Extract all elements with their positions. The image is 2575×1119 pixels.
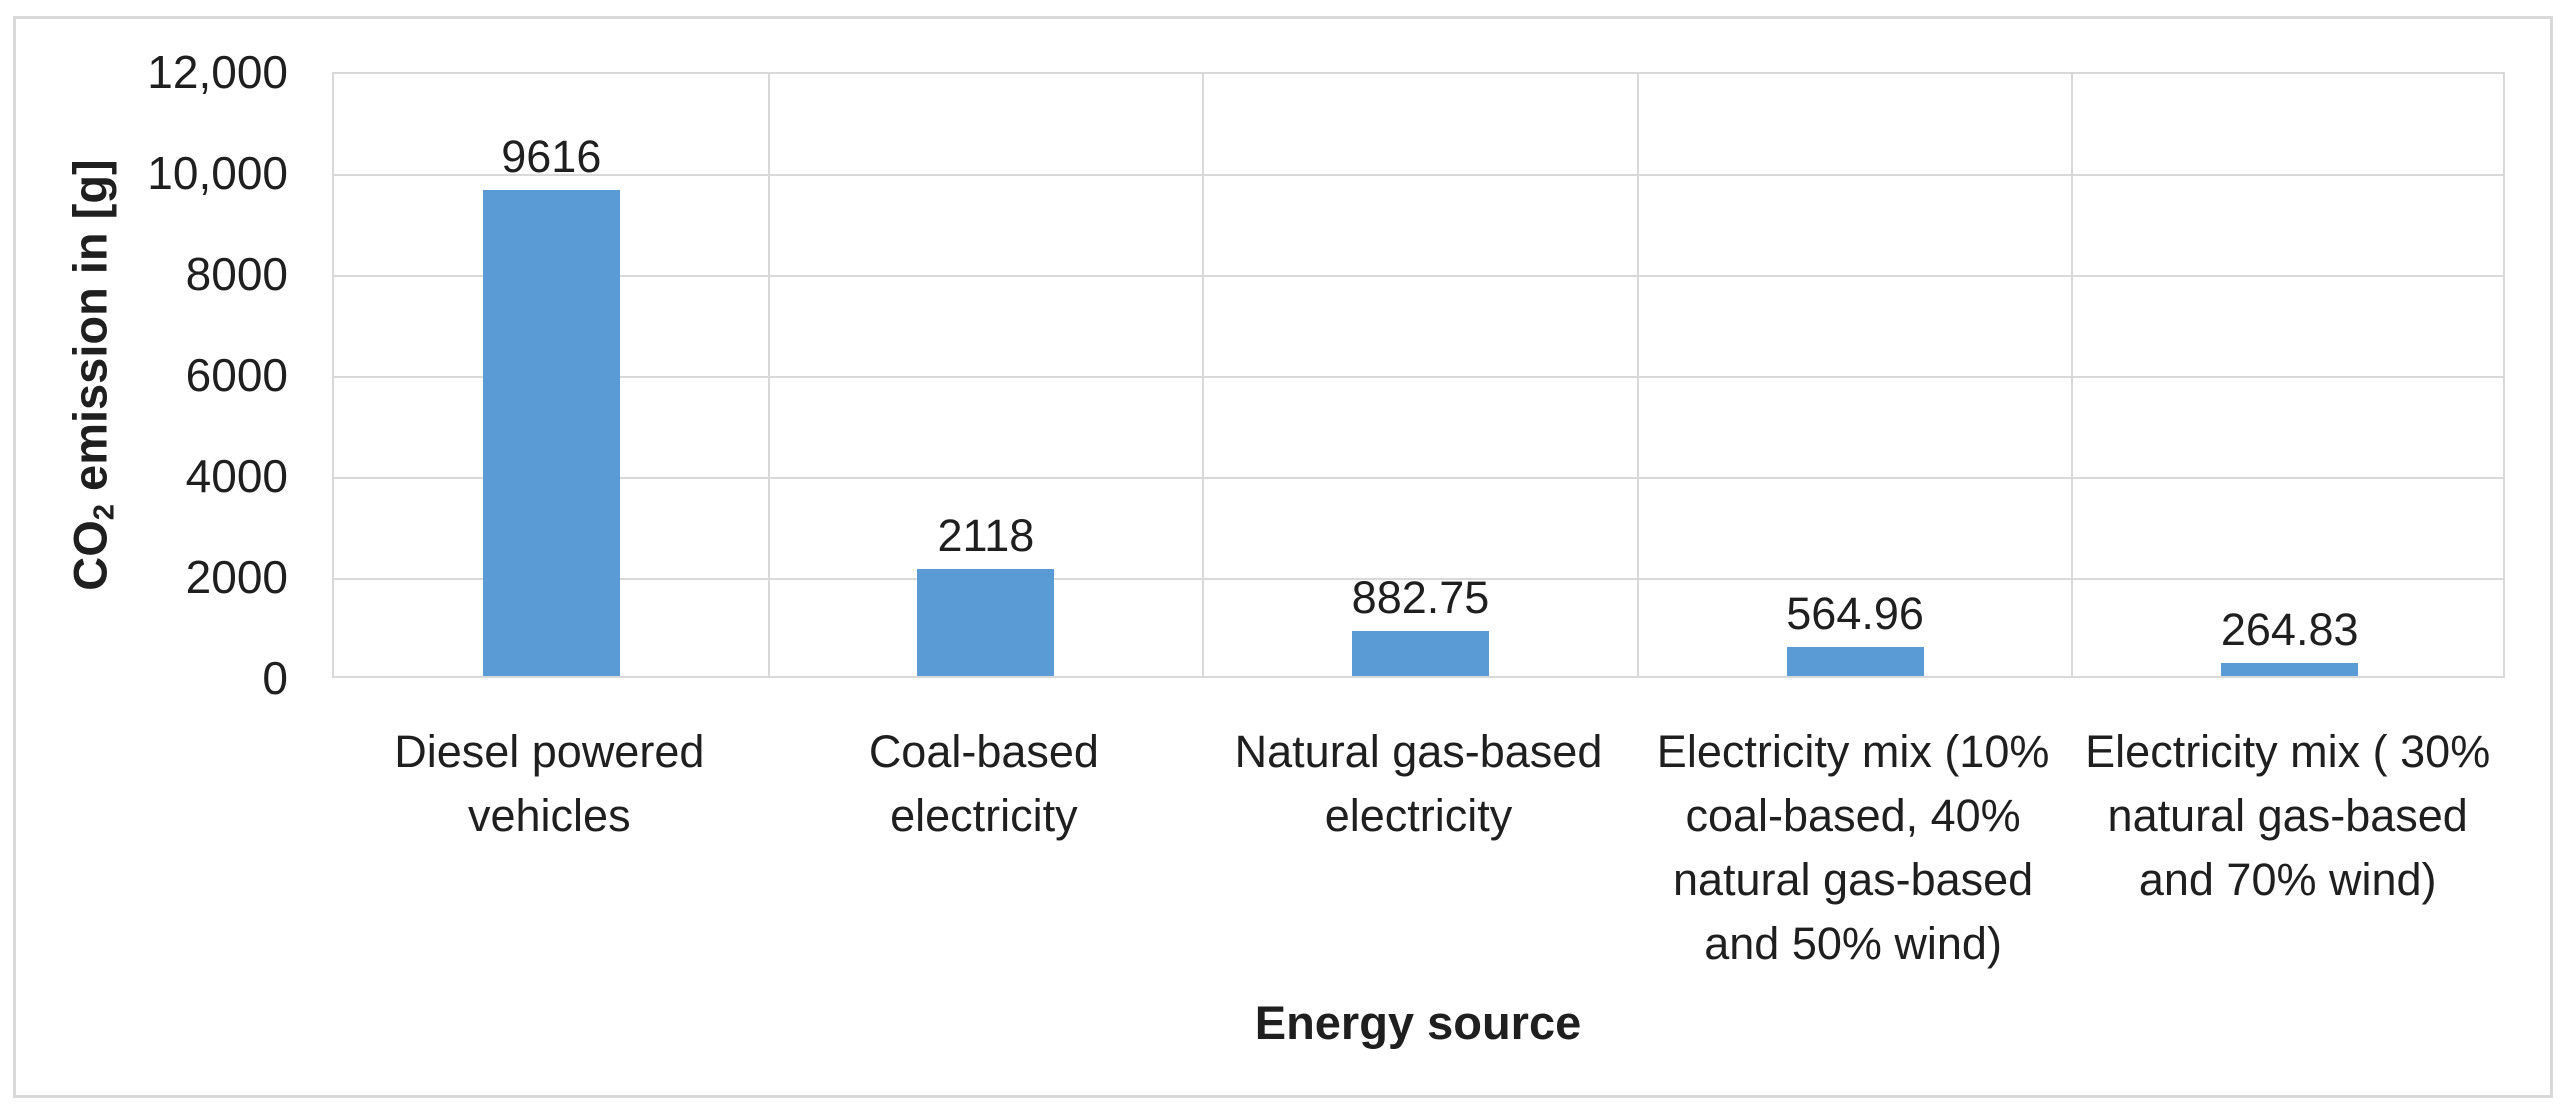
category-label-line: Electricity mix ( 30% [2085,726,2491,777]
bar [917,569,1055,676]
x-axis-category-label: Electricity mix (10% coal-based, 40% natur… [1657,720,2050,976]
vertical-gridline [1636,74,1639,676]
y-axis-tick-label: 8000 [185,248,288,300]
vertical-gridline [1202,74,1205,676]
x-axis-category-label: Natural gas-based electricity [1235,720,1603,848]
horizontal-gridline [334,477,2503,479]
x-axis-category-label: Diesel powered vehicles [394,720,704,848]
category-label-line: electricity [1324,790,1513,841]
y-axis-title-suffix: emission in [g] [63,159,117,504]
category-label-line: vehicles [468,790,631,841]
y-axis-tick-label: 0 [262,652,288,704]
vertical-gridline [767,74,770,676]
y-axis-title-subscript: 2 [88,504,121,521]
horizontal-gridline [334,376,2503,378]
x-axis-category-label: Electricity mix ( 30% natural gas-based an… [2085,720,2490,912]
y-axis-tick-label: 12,000 [147,46,288,98]
bar-data-label: 882.75 [1351,572,1490,624]
y-axis-tick-label: 6000 [185,349,288,401]
category-label-line: Diesel powered [394,726,705,777]
bar [482,190,620,676]
bar-data-label: 564.96 [1786,588,1924,640]
bar-data-label: 264.83 [2220,603,2359,655]
y-axis-title: CO2 emission in [g] [62,159,121,590]
category-label-line: Electricity mix (10% [1656,726,2050,777]
x-axis-category-label: Coal-based electricity [869,720,1099,848]
plot-area: 9616 2118 882.75 564.96 264.83 [332,72,2505,678]
category-label-line: natural gas-based [1672,854,2034,905]
category-label-line: electricity [890,790,1078,841]
x-axis-title: Energy source [1254,996,1582,1049]
horizontal-gridline [334,275,2503,277]
bar-data-label: 2118 [937,510,1035,562]
horizontal-gridline [334,578,2503,580]
category-label-line: and 50% wind) [1704,918,2002,969]
horizontal-gridline [334,174,2503,176]
y-axis-title-text: CO [63,520,117,591]
category-label-line: coal-based, 40% [1685,790,2021,841]
vertical-gridline [2071,74,2074,676]
bar [1352,631,1489,676]
category-label-line: natural gas-based [2107,790,2468,841]
category-label-line: Natural gas-based [1234,726,1603,777]
bar [2221,662,2359,676]
bar [1786,647,1924,676]
category-label-line: Coal-based [868,726,1099,777]
y-axis-tick-label: 4000 [185,450,288,502]
bar-data-label: 9616 [501,131,602,183]
y-axis-tick-label: 2000 [185,551,288,603]
y-axis-tick-label: 10,000 [147,147,288,199]
category-label-line: and 70% wind) [2138,854,2437,905]
